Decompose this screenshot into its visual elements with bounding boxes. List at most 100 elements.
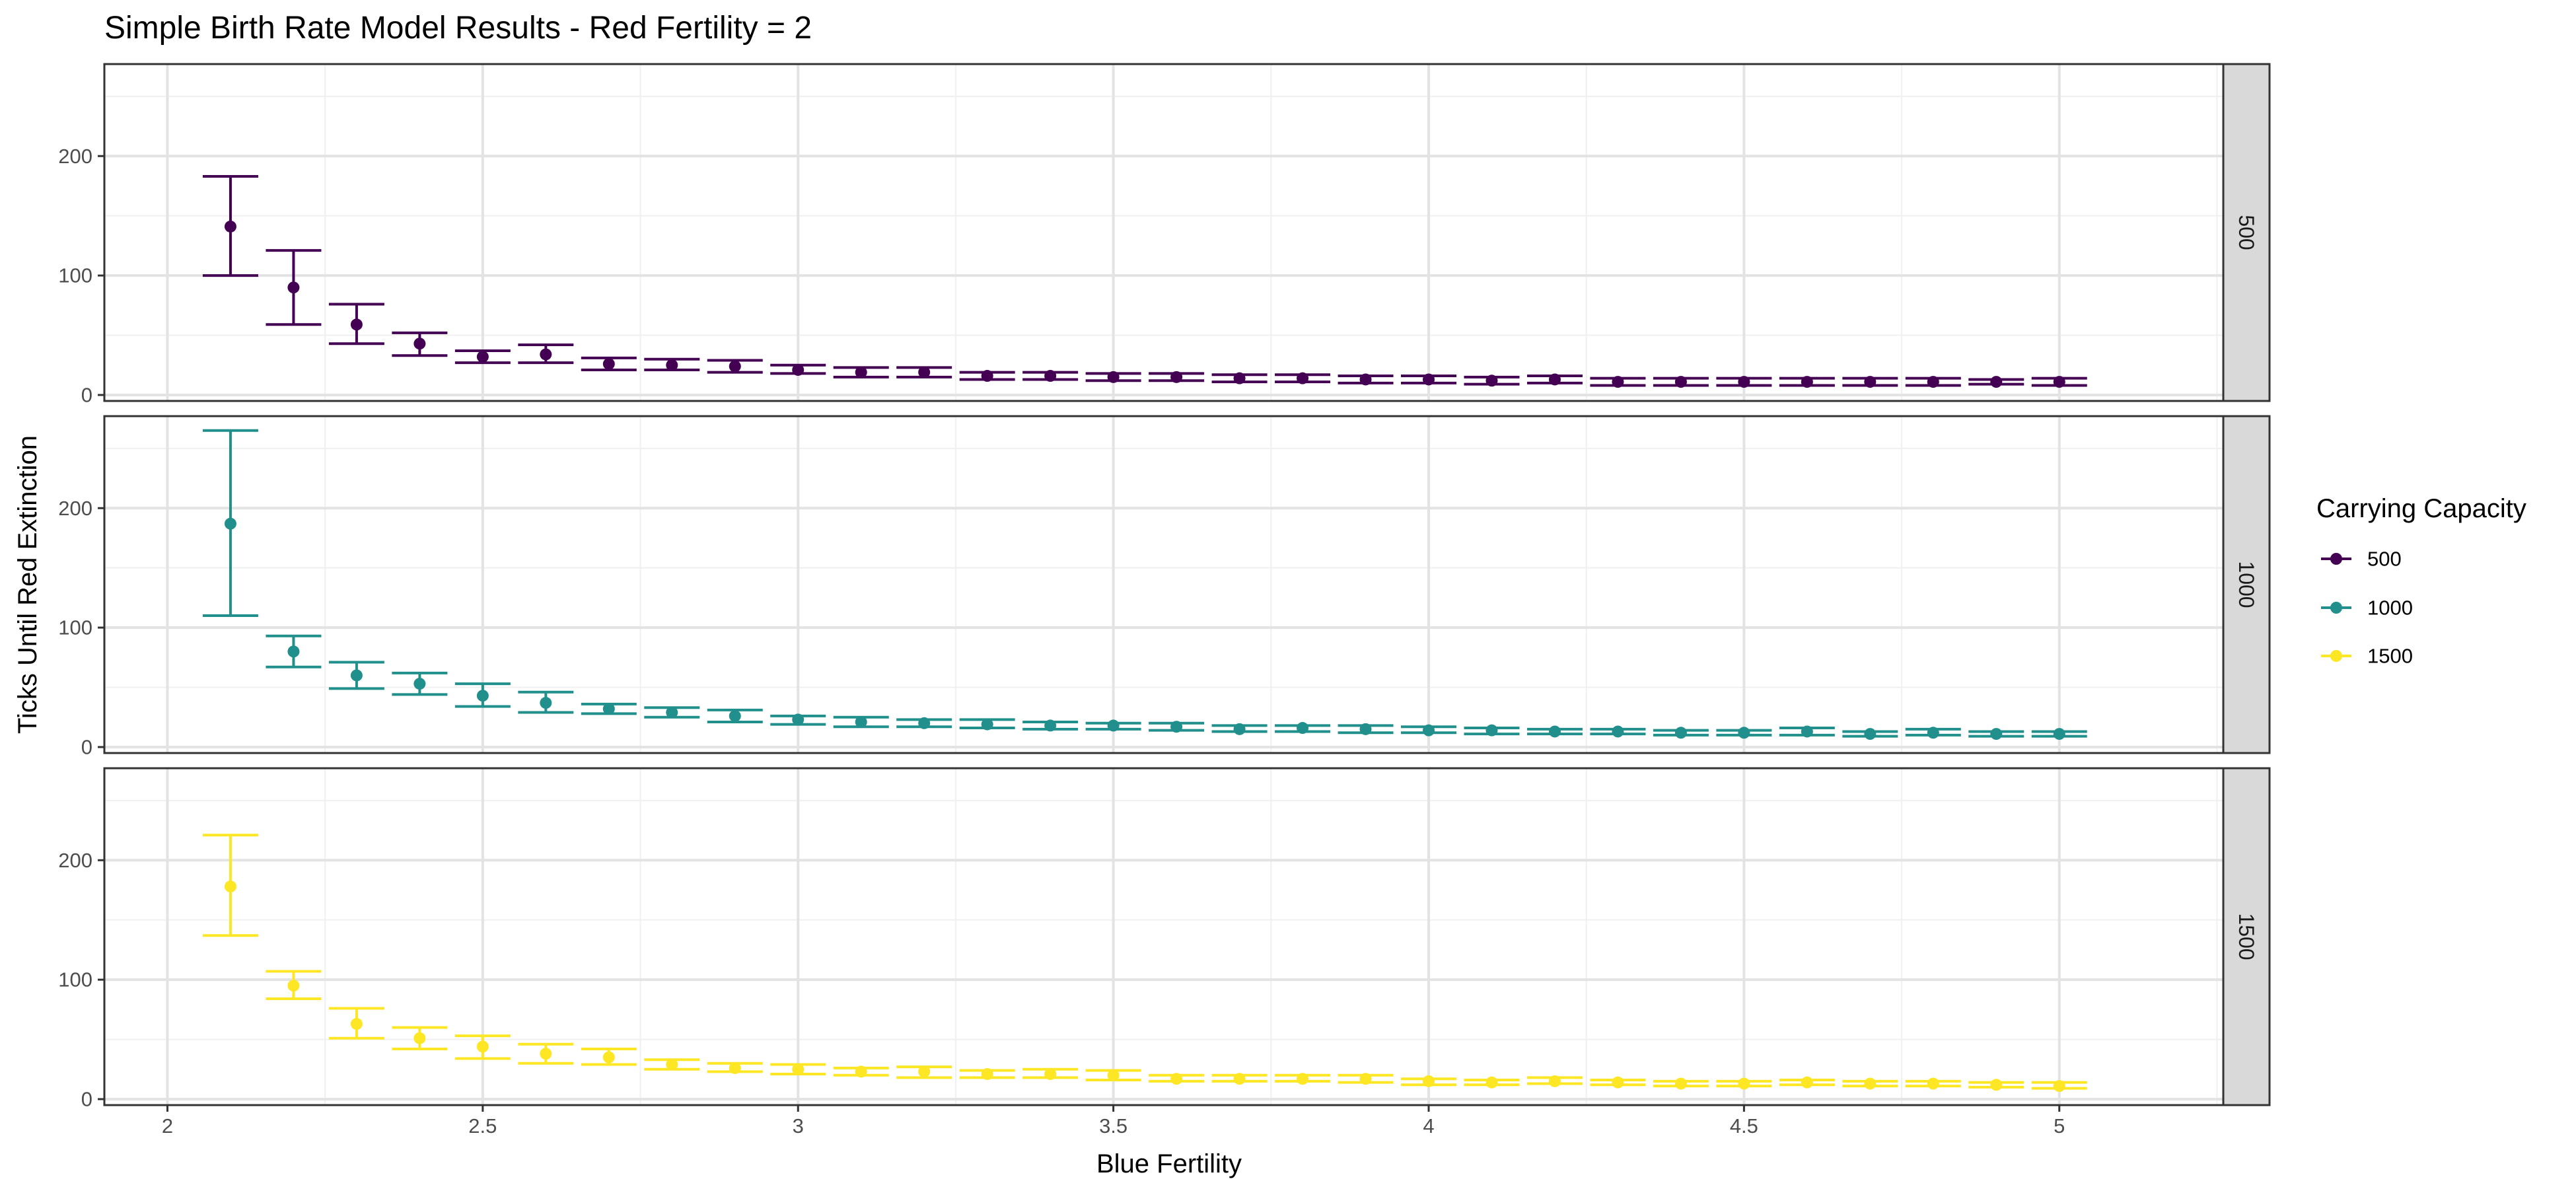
data-point bbox=[1674, 1077, 1687, 1090]
data-point bbox=[1990, 1079, 2003, 1091]
data-point bbox=[729, 709, 741, 722]
data-point bbox=[1485, 1076, 1498, 1089]
legend-label: 500 bbox=[2367, 548, 2402, 571]
data-point bbox=[1233, 372, 1246, 384]
x-axis-title: Blue Fertility bbox=[1096, 1149, 1242, 1178]
data-point bbox=[666, 1058, 678, 1071]
y-tick-label: 0 bbox=[81, 383, 92, 406]
data-point bbox=[1107, 371, 1120, 383]
data-point bbox=[2053, 1080, 2065, 1093]
data-point bbox=[1864, 376, 1877, 388]
legend-item-1000: 1000 bbox=[2321, 596, 2413, 620]
y-tick-label: 200 bbox=[58, 497, 92, 520]
data-point bbox=[1927, 376, 1939, 388]
data-point bbox=[981, 1067, 993, 1080]
data-point bbox=[855, 366, 867, 378]
data-point bbox=[1297, 1073, 1309, 1085]
data-point bbox=[1738, 376, 1750, 388]
legend-title: Carrying Capacity bbox=[2316, 494, 2526, 523]
data-point bbox=[350, 669, 363, 682]
x-tick-label: 4.5 bbox=[1730, 1114, 1758, 1137]
data-point bbox=[1044, 719, 1057, 732]
x-tick-label: 4 bbox=[1423, 1114, 1434, 1137]
data-point bbox=[1107, 1069, 1120, 1081]
data-point bbox=[602, 357, 615, 370]
data-point bbox=[1738, 727, 1750, 739]
facet-panel-1000: 1000 0 100 200 bbox=[58, 415, 2271, 758]
legend-label: 1500 bbox=[2367, 645, 2413, 668]
facet-panel-1500: 1500 0 100 200 2 2.5 3 3.5 4 4.5 5 bbox=[58, 767, 2271, 1137]
facet-strip bbox=[2222, 767, 2271, 1106]
data-point bbox=[1801, 1076, 1813, 1089]
panel-background bbox=[104, 64, 2223, 401]
data-point bbox=[918, 717, 931, 729]
data-point bbox=[666, 706, 678, 719]
data-point bbox=[350, 1018, 363, 1030]
data-point bbox=[1233, 723, 1246, 735]
data-point bbox=[1674, 727, 1687, 739]
x-tick-label: 2 bbox=[162, 1114, 173, 1137]
legend-key-point bbox=[2330, 602, 2342, 614]
data-point bbox=[1674, 376, 1687, 388]
x-tick-label: 5 bbox=[2054, 1114, 2065, 1137]
data-point bbox=[1801, 376, 1813, 388]
y-axis-title: Ticks Until Red Extinction bbox=[13, 435, 42, 734]
data-point bbox=[1612, 376, 1624, 388]
data-point bbox=[666, 359, 678, 371]
data-point bbox=[1864, 1077, 1877, 1090]
data-point bbox=[981, 718, 993, 731]
data-point bbox=[1044, 370, 1057, 382]
data-point bbox=[1423, 1075, 1435, 1087]
y-tick-label: 0 bbox=[81, 1087, 92, 1110]
panel-background bbox=[104, 416, 2223, 753]
data-point bbox=[1107, 719, 1120, 732]
data-point bbox=[1612, 1076, 1624, 1089]
x-tick-label: 3 bbox=[793, 1114, 804, 1137]
data-point bbox=[602, 703, 615, 715]
data-point bbox=[1612, 725, 1624, 738]
data-point bbox=[1233, 1073, 1246, 1085]
data-point bbox=[476, 351, 489, 363]
data-point bbox=[792, 1063, 805, 1075]
data-point bbox=[1044, 1067, 1057, 1080]
data-point bbox=[918, 366, 931, 378]
data-point bbox=[1927, 1077, 1939, 1090]
x-tick-label: 3.5 bbox=[1099, 1114, 1127, 1137]
data-point bbox=[1548, 1075, 1561, 1087]
legend-key-point bbox=[2330, 553, 2342, 565]
legend-key-point bbox=[2330, 650, 2342, 662]
data-point bbox=[1548, 373, 1561, 386]
data-point bbox=[1170, 1073, 1183, 1085]
y-tick-label: 200 bbox=[58, 145, 92, 168]
data-point bbox=[855, 1065, 867, 1078]
y-tick-label: 100 bbox=[58, 264, 92, 287]
data-point bbox=[1170, 371, 1183, 383]
y-tick-label: 100 bbox=[58, 968, 92, 991]
data-point bbox=[918, 1065, 931, 1078]
data-point bbox=[1990, 728, 2003, 740]
data-point bbox=[540, 348, 552, 361]
facet-strip bbox=[2222, 415, 2271, 754]
data-point bbox=[287, 281, 300, 294]
data-point bbox=[1927, 727, 1939, 739]
data-point bbox=[1485, 375, 1498, 387]
data-point bbox=[476, 690, 489, 702]
data-point bbox=[1359, 723, 1372, 735]
data-point bbox=[413, 678, 426, 690]
data-point bbox=[224, 517, 236, 530]
data-point bbox=[540, 1048, 552, 1060]
y-tick-label: 100 bbox=[58, 616, 92, 639]
data-point bbox=[1423, 373, 1435, 386]
legend-label: 1000 bbox=[2367, 596, 2413, 620]
data-point bbox=[1297, 372, 1309, 384]
data-point bbox=[1548, 725, 1561, 738]
facet-strip-label: 500 bbox=[2235, 215, 2258, 250]
data-point bbox=[981, 370, 993, 382]
data-point bbox=[1801, 725, 1813, 738]
data-point bbox=[350, 318, 363, 331]
data-point bbox=[1738, 1077, 1750, 1090]
data-point bbox=[287, 980, 300, 992]
legend: Carrying Capacity 500 1000 1500 bbox=[2316, 494, 2526, 668]
data-point bbox=[855, 715, 867, 728]
data-point bbox=[2053, 376, 2065, 388]
